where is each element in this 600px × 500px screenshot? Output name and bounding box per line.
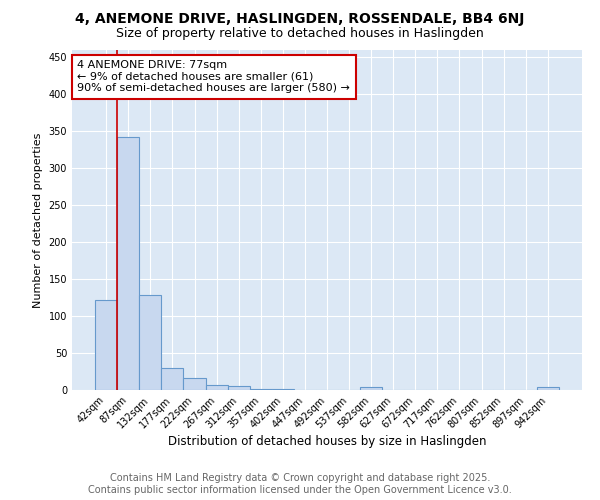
Bar [250,388,272,390]
Text: Contains HM Land Registry data © Crown copyright and database right 2025.
Contai: Contains HM Land Registry data © Crown c… [88,474,512,495]
Bar [139,296,161,390]
X-axis label: Distribution of detached houses by size in Haslingden: Distribution of detached houses by size … [168,436,486,448]
Bar [161,368,184,390]
Bar [206,385,227,390]
Bar [227,386,250,390]
Bar [360,387,382,390]
Text: 4 ANEMONE DRIVE: 77sqm
← 9% of detached houses are smaller (61)
90% of semi-deta: 4 ANEMONE DRIVE: 77sqm ← 9% of detached … [77,60,350,94]
Bar [184,378,206,390]
Y-axis label: Number of detached properties: Number of detached properties [33,132,43,308]
Text: Size of property relative to detached houses in Haslingden: Size of property relative to detached ho… [116,28,484,40]
Text: 4, ANEMONE DRIVE, HASLINGDEN, ROSSENDALE, BB4 6NJ: 4, ANEMONE DRIVE, HASLINGDEN, ROSSENDALE… [76,12,524,26]
Bar [537,387,559,390]
Bar [95,300,117,390]
Bar [272,388,294,390]
Bar [117,137,139,390]
